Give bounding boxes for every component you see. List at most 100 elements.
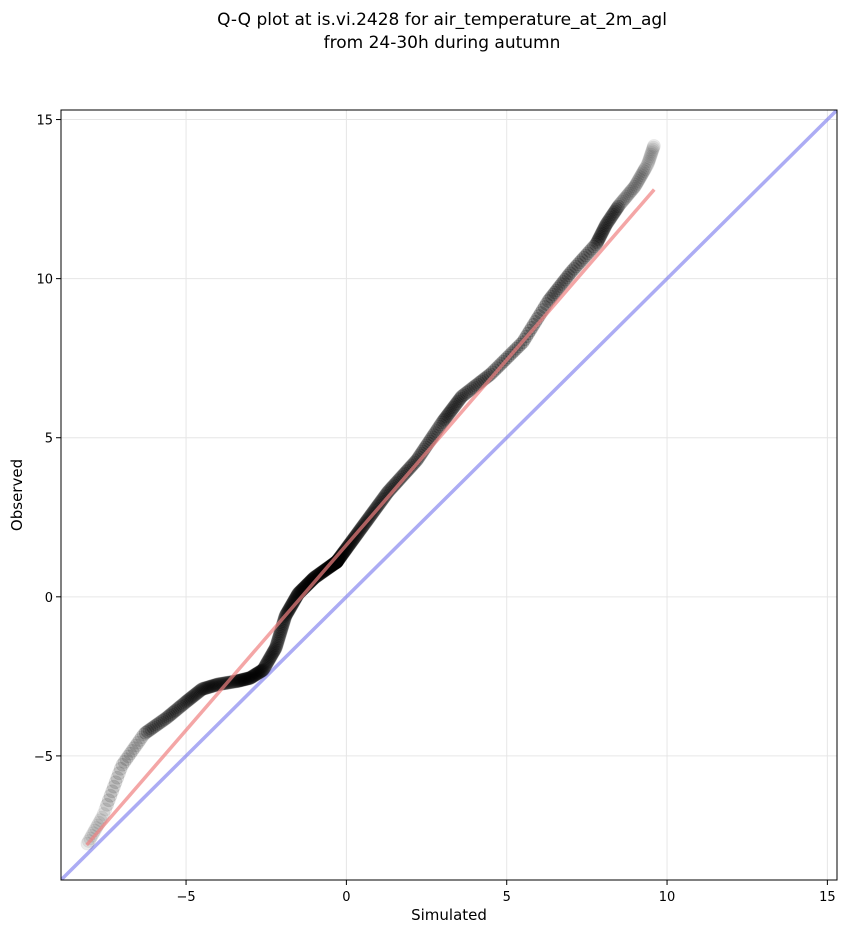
quantile-point [461, 384, 476, 399]
quantile-point [452, 393, 466, 407]
quantile-point [600, 215, 615, 230]
quantile-point [543, 291, 557, 306]
quantile-point [241, 671, 256, 686]
quantile-point [164, 707, 178, 722]
quantile-point [623, 184, 638, 199]
quantile-point [638, 162, 652, 177]
quantile-point [570, 257, 585, 272]
quantile-point [633, 170, 648, 184]
quantile-point [586, 239, 601, 254]
quantile-point [617, 191, 632, 206]
quantile-point [252, 665, 267, 680]
quantile-point [268, 641, 283, 656]
quantile-point [627, 179, 642, 194]
quantile-point [630, 176, 644, 190]
quantile-point [610, 201, 625, 216]
quantile-point [454, 390, 469, 404]
quantile-point [582, 244, 597, 258]
quantile-point [457, 387, 472, 402]
quantile-point [567, 261, 581, 276]
quantile-point [406, 457, 421, 472]
quantile-point [613, 196, 628, 211]
quantile-point [601, 214, 616, 228]
quantile-point [598, 218, 613, 233]
quantile-point [251, 665, 266, 680]
quantile-point [285, 597, 299, 612]
quantile-point [635, 166, 650, 181]
quantile-point [84, 828, 99, 843]
quantile-point [100, 797, 114, 812]
quantile-point [609, 202, 623, 217]
quantile-point [341, 538, 356, 553]
quantile-point [324, 558, 339, 573]
quantile-point [144, 721, 159, 736]
quantile-point [138, 725, 153, 740]
quantile-point [544, 289, 559, 304]
quantile-point [453, 391, 468, 406]
quantile-point [576, 250, 591, 265]
quantile-point [244, 670, 259, 685]
quantile-point [645, 142, 660, 157]
quantile-point [270, 634, 285, 649]
quantile-point [157, 712, 172, 727]
quantile-point [607, 206, 621, 220]
quantile-point [624, 183, 639, 198]
quantile-point [170, 702, 185, 716]
quantile-point [546, 287, 561, 302]
quantile-point [159, 711, 174, 726]
quantile-point [256, 662, 271, 677]
quantile-point [202, 679, 217, 694]
quantile-point [446, 400, 461, 415]
quantile-point [153, 715, 168, 729]
quantile-point [243, 670, 258, 685]
quantile-point [205, 679, 220, 693]
quantile-point [179, 694, 194, 709]
quantile-point [270, 636, 284, 651]
quantile-point [611, 199, 626, 214]
quantile-point [233, 673, 248, 688]
quantile-point [556, 274, 571, 289]
quantile-point [245, 669, 259, 684]
quantile-point [232, 673, 247, 688]
quantile-point [233, 673, 247, 688]
quantile-point [265, 646, 280, 661]
quantile-point [193, 683, 208, 698]
quantile-point [524, 320, 539, 335]
quantile-point [642, 151, 657, 166]
quantile-point [615, 194, 630, 209]
quantile-point [645, 144, 660, 159]
quantile-point [103, 788, 118, 803]
quantile-point [643, 149, 658, 164]
quantile-point [125, 744, 140, 758]
quantile-point [590, 234, 605, 248]
quantile-point [160, 709, 175, 724]
quantile-point [253, 664, 268, 679]
quantile-point [626, 181, 641, 196]
quantile-point [249, 667, 263, 682]
quantile-point [463, 383, 478, 397]
quantile-point [262, 651, 277, 666]
quantile-point [272, 627, 287, 642]
quantile-point [646, 140, 661, 155]
quantile-point [248, 667, 263, 682]
quantile-point [131, 735, 145, 750]
quantile-point [195, 682, 210, 696]
quantile-point [151, 716, 166, 731]
quantile-point [448, 397, 463, 412]
quantile-point [548, 285, 562, 300]
quantile-point [254, 663, 269, 678]
quantile-point [127, 741, 142, 756]
quantile-point [487, 363, 502, 378]
quantile-point [178, 695, 192, 710]
quantile-point [572, 255, 587, 270]
quantile-point [167, 704, 182, 719]
quantile-point [438, 411, 453, 425]
quantile-point [264, 648, 279, 662]
quantile-point [246, 668, 261, 683]
quantile-point [208, 678, 223, 692]
quantile-point [590, 235, 604, 250]
chart-title-line-2: from 24-30h during autumn [324, 33, 561, 53]
quantile-point [267, 642, 282, 657]
quantile-point [588, 237, 603, 252]
